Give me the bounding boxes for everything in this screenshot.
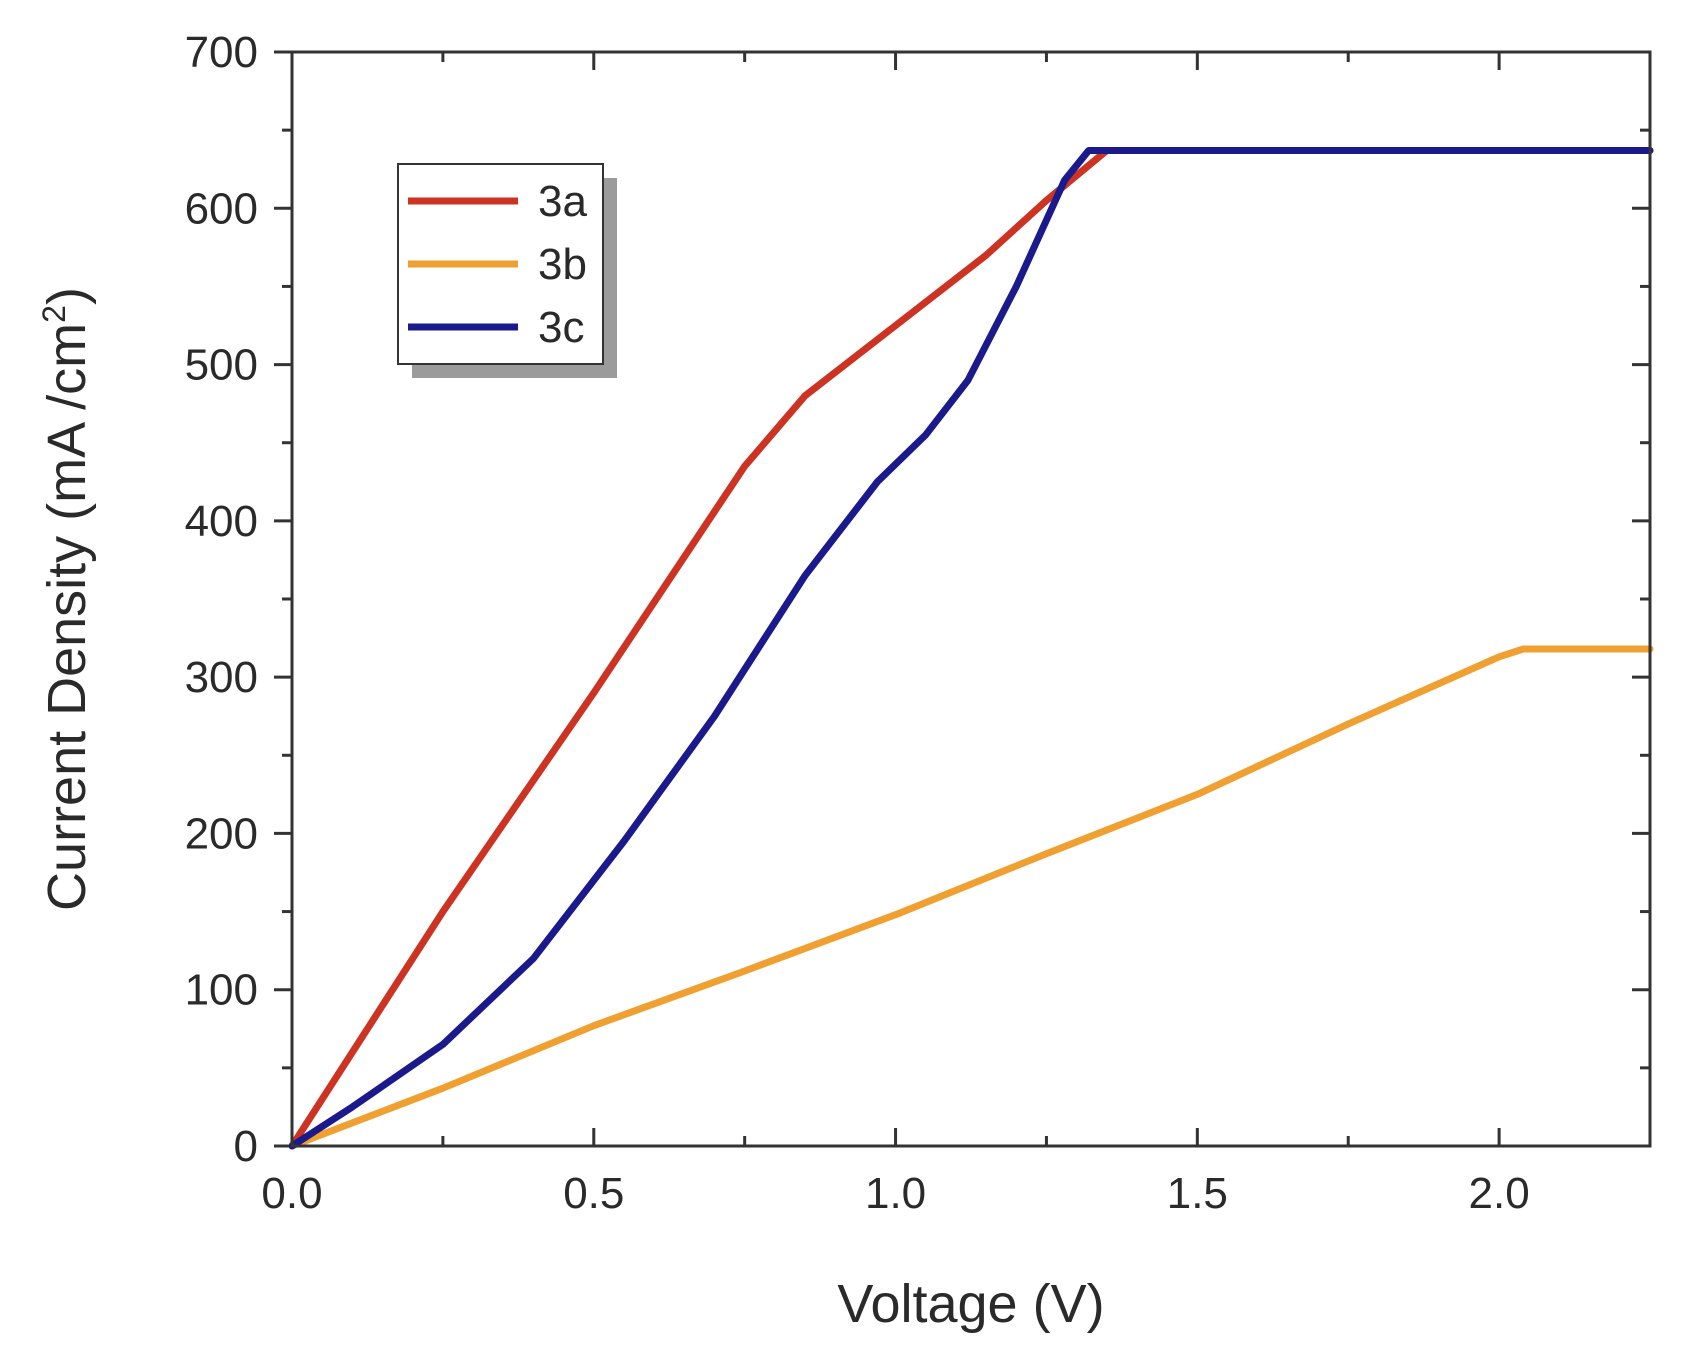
y-tick-label: 400 <box>185 497 258 546</box>
y-tick-label: 600 <box>185 184 258 233</box>
y-tick-label: 0 <box>234 1122 258 1171</box>
y-tick-label: 100 <box>185 966 258 1015</box>
plot-frame <box>290 50 1652 1148</box>
legend-label-3a: 3a <box>538 177 587 226</box>
y-tick-label: 300 <box>185 653 258 702</box>
y-axis-title-main: Current Density (mA /cm <box>37 323 97 911</box>
series-line-3a <box>288 147 1654 1150</box>
legend: 3a 3b 3c <box>397 163 617 378</box>
x-tick-labels: 0.0 0.5 1.0 1.5 2.0 <box>261 1169 1529 1218</box>
y-tick-label: 700 <box>185 28 258 77</box>
x-tick-label: 2.0 <box>1469 1169 1530 1218</box>
x-axis-title: Voltage (V) <box>837 1274 1104 1334</box>
x-tick-label: 0.0 <box>261 1169 322 1218</box>
y-axis-title: Current Density (mA /cm2) <box>36 287 97 911</box>
legend-items: 3a 3b 3c <box>408 177 587 352</box>
legend-label-3b: 3b <box>538 240 587 289</box>
series-line-3b <box>288 645 1654 1150</box>
y-tick-labels: 0 100 200 300 400 500 600 700 <box>185 28 258 1171</box>
x-tick-label: 1.5 <box>1167 1169 1228 1218</box>
y-axis-title-superscript: 2 <box>36 305 72 323</box>
minor-ticks <box>282 52 1650 1146</box>
series-line-3c <box>288 147 1654 1150</box>
legend-label-3c: 3c <box>538 303 584 352</box>
series-group <box>288 147 1654 1150</box>
y-tick-label: 500 <box>185 341 258 390</box>
y-axis-title-end: ) <box>37 287 97 305</box>
x-tick-label: 0.5 <box>563 1169 624 1218</box>
y-tick-label: 200 <box>185 809 258 858</box>
x-tick-label: 1.0 <box>865 1169 926 1218</box>
